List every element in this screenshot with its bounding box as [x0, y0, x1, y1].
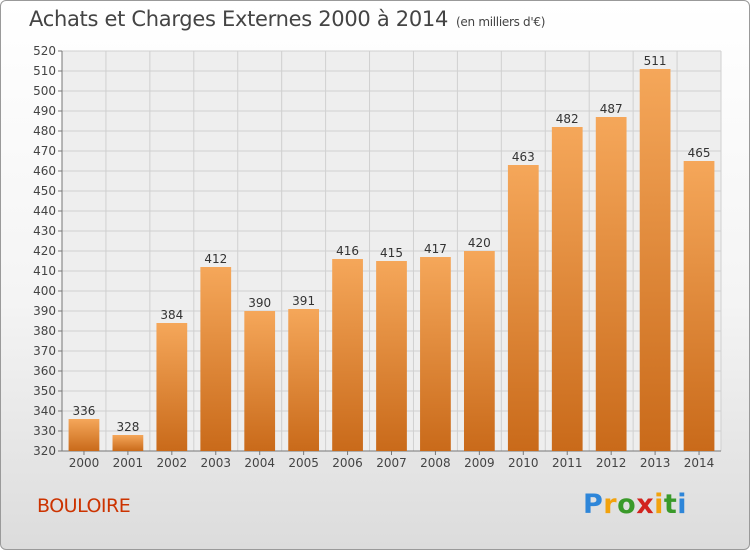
data-label: 463: [512, 150, 535, 164]
y-tick-label: 500: [33, 84, 56, 98]
data-label: 465: [688, 146, 711, 160]
y-tick-label: 410: [33, 264, 56, 278]
data-label: 384: [160, 308, 183, 322]
logo-letter: r: [603, 489, 618, 520]
y-tick-label: 490: [33, 104, 56, 118]
bar: [376, 261, 407, 451]
x-tick-label: 2001: [113, 456, 144, 470]
x-tick-label: 2012: [596, 456, 627, 470]
bar: [683, 161, 715, 451]
bar: [551, 127, 583, 451]
bar: [156, 323, 188, 451]
axes: 320 330 340 350 360 370 380 390 400 410 420 430 440 4…: [33, 44, 721, 470]
bar: [200, 267, 232, 451]
x-tick-label: 2013: [640, 456, 671, 470]
unit-label: (en milliers d'€): [456, 15, 546, 29]
bar: [244, 311, 276, 451]
chart-title: Achats et Charges Externes 2000 à 2014 (e…: [29, 7, 545, 31]
y-tick-label: 390: [33, 304, 56, 318]
y-tick-label: 360: [33, 364, 56, 378]
bar: [68, 419, 100, 451]
x-tick-label: 2006: [332, 456, 363, 470]
data-labels: 336 328 384 412 390 391 416 415 417 420 463 482 487 5…: [73, 54, 711, 434]
y-tick-label: 370: [33, 344, 56, 358]
x-tick-label: 2008: [420, 456, 451, 470]
bar: [288, 309, 320, 451]
y-tick-label: 510: [33, 64, 56, 78]
y-tick-label: 470: [33, 144, 56, 158]
y-tick-label: 380: [33, 324, 56, 338]
y-tick-label: 460: [33, 164, 56, 178]
x-tick-label: 2004: [244, 456, 275, 470]
x-tick-label: 2000: [69, 456, 100, 470]
y-tick-label: 320: [33, 444, 56, 458]
data-label: 415: [380, 246, 403, 260]
y-tick-label: 330: [33, 424, 56, 438]
data-label: 390: [248, 296, 271, 310]
x-tick-label: 2014: [684, 456, 715, 470]
data-label: 420: [468, 236, 491, 250]
x-tick-label: 2009: [464, 456, 495, 470]
logo-letter: o: [617, 489, 637, 520]
commune-name: BOULOIRE: [37, 495, 131, 517]
y-tick-label: 340: [33, 404, 56, 418]
bar: [332, 259, 363, 451]
bar: [595, 117, 627, 451]
bar: [112, 435, 144, 451]
bar: [463, 251, 495, 451]
data-label: 391: [292, 294, 315, 308]
logo-letter: t: [663, 489, 678, 520]
x-tick-label: 2005: [288, 456, 319, 470]
y-tick-label: 400: [33, 284, 56, 298]
data-label: 487: [600, 102, 623, 116]
logo-letter: P: [583, 489, 604, 520]
x-tick-label: 2010: [508, 456, 539, 470]
bar: [639, 69, 671, 451]
y-tick-label: 350: [33, 384, 56, 398]
y-tick-label: 480: [33, 124, 56, 138]
x-tick-label: 2007: [376, 456, 407, 470]
data-label: 482: [556, 112, 579, 126]
data-label: 328: [116, 420, 139, 434]
data-label: 336: [73, 404, 96, 418]
x-tick-label: 2003: [200, 456, 231, 470]
data-label: 417: [424, 242, 447, 256]
logo-letter: i: [654, 489, 664, 520]
data-label: 412: [204, 252, 227, 266]
data-label: 511: [644, 54, 667, 68]
y-tick-label: 420: [33, 244, 56, 258]
y-tick-label: 430: [33, 224, 56, 238]
logo-letter: i: [677, 489, 688, 520]
logo-letter: x: [636, 489, 655, 520]
bars: [68, 69, 715, 451]
y-tick-label: 450: [33, 184, 56, 198]
x-tick-label: 2002: [157, 456, 188, 470]
bar: [507, 165, 539, 451]
y-tick-label: 440: [33, 204, 56, 218]
x-tick-label: 2011: [552, 456, 583, 470]
proxiti-logo: Proxiti: [583, 489, 687, 520]
data-label: 416: [336, 244, 359, 258]
y-tick-label: 520: [33, 44, 56, 58]
chart-title-text: Achats et Charges Externes 2000 à 2014: [29, 7, 449, 31]
bar: [420, 257, 451, 451]
